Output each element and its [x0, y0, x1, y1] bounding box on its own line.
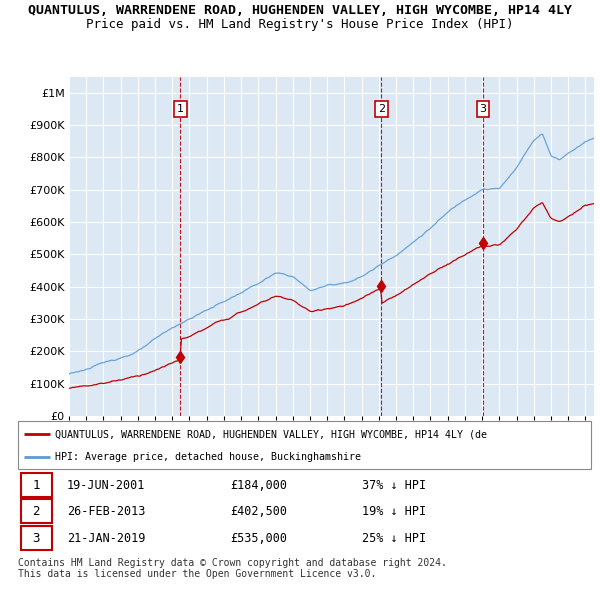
Text: Price paid vs. HM Land Registry's House Price Index (HPI): Price paid vs. HM Land Registry's House …	[86, 18, 514, 31]
Text: 3: 3	[479, 104, 487, 114]
Text: 19-JUN-2001: 19-JUN-2001	[67, 479, 145, 492]
Text: QUANTULUS, WARRENDENE ROAD, HUGHENDEN VALLEY, HIGH WYCOMBE, HP14 4LY: QUANTULUS, WARRENDENE ROAD, HUGHENDEN VA…	[28, 4, 572, 17]
Text: 21-JAN-2019: 21-JAN-2019	[67, 532, 145, 545]
Text: Contains HM Land Registry data © Crown copyright and database right 2024.
This d: Contains HM Land Registry data © Crown c…	[18, 558, 447, 579]
Text: 2: 2	[32, 505, 40, 519]
Text: 1: 1	[32, 479, 40, 492]
Text: 3: 3	[32, 532, 40, 545]
Text: 1: 1	[177, 104, 184, 114]
Text: HPI: Average price, detached house, Buckinghamshire: HPI: Average price, detached house, Buck…	[55, 452, 361, 462]
Text: 26-FEB-2013: 26-FEB-2013	[67, 505, 145, 519]
FancyBboxPatch shape	[21, 500, 52, 523]
Text: 25% ↓ HPI: 25% ↓ HPI	[362, 532, 426, 545]
Text: 37% ↓ HPI: 37% ↓ HPI	[362, 479, 426, 492]
FancyBboxPatch shape	[21, 473, 52, 497]
Text: £402,500: £402,500	[230, 505, 287, 519]
Text: QUANTULUS, WARRENDENE ROAD, HUGHENDEN VALLEY, HIGH WYCOMBE, HP14 4LY (de: QUANTULUS, WARRENDENE ROAD, HUGHENDEN VA…	[55, 429, 487, 439]
Text: 19% ↓ HPI: 19% ↓ HPI	[362, 505, 426, 519]
Text: £535,000: £535,000	[230, 532, 287, 545]
Text: 2: 2	[378, 104, 385, 114]
FancyBboxPatch shape	[21, 526, 52, 550]
FancyBboxPatch shape	[18, 421, 591, 469]
Text: £184,000: £184,000	[230, 479, 287, 492]
